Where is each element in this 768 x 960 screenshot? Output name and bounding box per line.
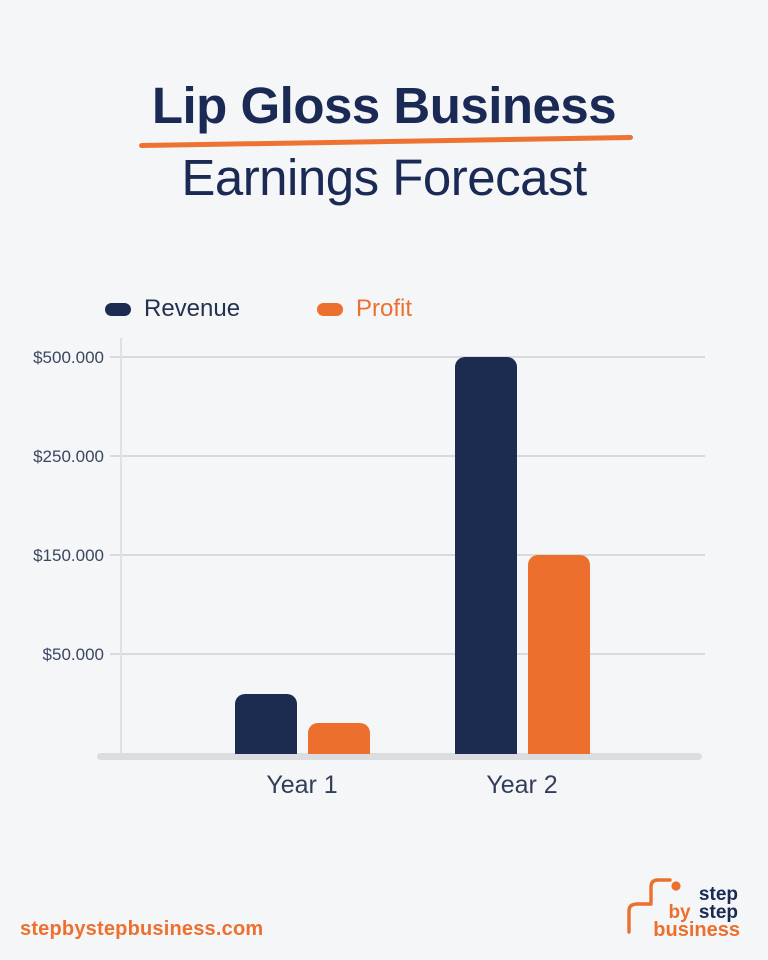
gridline: [110, 455, 705, 457]
x-axis-baseline: [97, 753, 702, 760]
profit-swatch-icon: [317, 302, 343, 316]
bar-revenue-year-1: [234, 693, 297, 754]
logo-dot-icon: [671, 881, 681, 891]
logo-word-business: business: [653, 919, 740, 941]
legend-item-profit: Profit: [317, 297, 412, 321]
logo-step-curve-bottom-icon: [627, 902, 653, 934]
revenue-swatch-icon: [105, 302, 131, 316]
page-title-line1: Lip Gloss Business: [151, 77, 617, 134]
stepbystep-business-logo: step by step business: [627, 878, 740, 941]
bar-profit-year-1: [307, 723, 370, 754]
legend-label-profit: Profit: [356, 295, 413, 322]
y-tick-label: $500.000: [33, 348, 104, 367]
legend-item-revenue: Revenue: [105, 297, 240, 321]
y-axis-line: [120, 338, 122, 753]
y-tick-label: $50.000: [42, 645, 104, 664]
x-label-year-1: Year 1: [266, 771, 338, 799]
page-title-line2: Earnings Forecast: [181, 149, 587, 206]
y-tick-label: $250.000: [33, 447, 104, 466]
logo-step-curve-top-icon: [649, 878, 672, 904]
bar-profit-year-2: [527, 555, 590, 754]
svg-text:by step: by step: [668, 902, 738, 923]
x-label-year-2: Year 2: [486, 771, 558, 799]
logo-word-step1: step: [699, 884, 738, 905]
website-url: stepbystepbusiness.com: [20, 918, 264, 940]
logo-word-step2: step: [699, 902, 738, 923]
gridline: [110, 356, 705, 358]
bar-revenue-year-2: [454, 357, 517, 754]
legend-label-revenue: Revenue: [144, 295, 241, 322]
logo-word-by: by: [668, 902, 691, 923]
y-tick-label: $150.000: [33, 546, 104, 565]
gridline: [110, 653, 705, 655]
gridline: [110, 554, 705, 556]
